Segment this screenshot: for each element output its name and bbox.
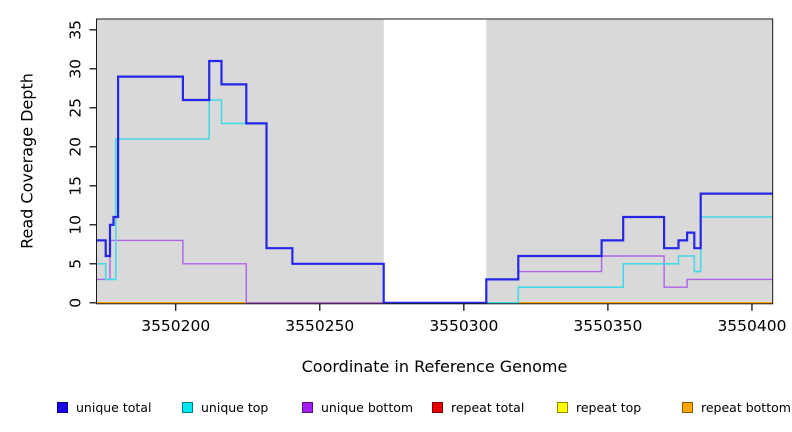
legend-item-repeat-total: repeat total xyxy=(432,400,524,415)
legend-swatch-repeat-total xyxy=(432,402,443,413)
y-tick-label: 15 xyxy=(67,176,85,196)
legend-item-repeat-bottom: repeat bottom xyxy=(682,400,791,415)
coverage-chart: 0 5 10 15 20 25 30 35 3550200 3550250 3550300 35503… xyxy=(67,18,786,335)
series-group xyxy=(96,59,773,304)
legend-label-unique-total: unique total xyxy=(76,400,152,415)
masked-region xyxy=(383,19,487,304)
legend-item-unique-top: unique top xyxy=(182,400,268,415)
y-tick-label: 20 xyxy=(67,137,85,157)
legend-swatch-unique-total xyxy=(57,402,68,413)
legend-item-unique-total: unique total xyxy=(57,400,151,415)
x-tick-label: 3550350 xyxy=(573,317,642,335)
legend-label-unique-top: unique top xyxy=(201,400,269,415)
legend-swatch-repeat-top xyxy=(557,402,568,413)
y-tick-label: 35 xyxy=(67,20,85,40)
legend-swatch-unique-bottom xyxy=(302,402,313,413)
legend-label-repeat-bottom: repeat bottom xyxy=(701,400,791,415)
panel-border xyxy=(96,18,774,305)
x-tick-label: 3550400 xyxy=(717,317,786,335)
y-tick-label: 0 xyxy=(67,298,85,308)
legend-label-unique-bottom: unique bottom xyxy=(321,400,414,415)
series-line-unique-total xyxy=(96,59,773,304)
x-tick-label: 3550200 xyxy=(141,317,210,335)
legend-label-repeat-top: repeat top xyxy=(576,400,642,415)
legend-swatch-repeat-bottom xyxy=(682,402,693,413)
legend-item-repeat-top: repeat top xyxy=(557,400,641,415)
x-tick-label: 3550300 xyxy=(429,317,498,335)
x-axis-title: Coordinate in Reference Genome xyxy=(301,357,568,376)
y-tick-label: 10 xyxy=(67,215,85,235)
legend-swatch-unique-top xyxy=(182,402,193,413)
legend-label-repeat-total: repeat total xyxy=(451,400,525,415)
y-axis-title: Read Coverage Depth xyxy=(17,73,37,249)
legend-item-unique-bottom: unique bottom xyxy=(302,400,413,415)
y-tick-label: 25 xyxy=(67,98,85,118)
y-tick-label: 5 xyxy=(67,259,85,269)
y-tick-label: 30 xyxy=(67,59,85,79)
x-tick-label: 3550250 xyxy=(285,317,354,335)
